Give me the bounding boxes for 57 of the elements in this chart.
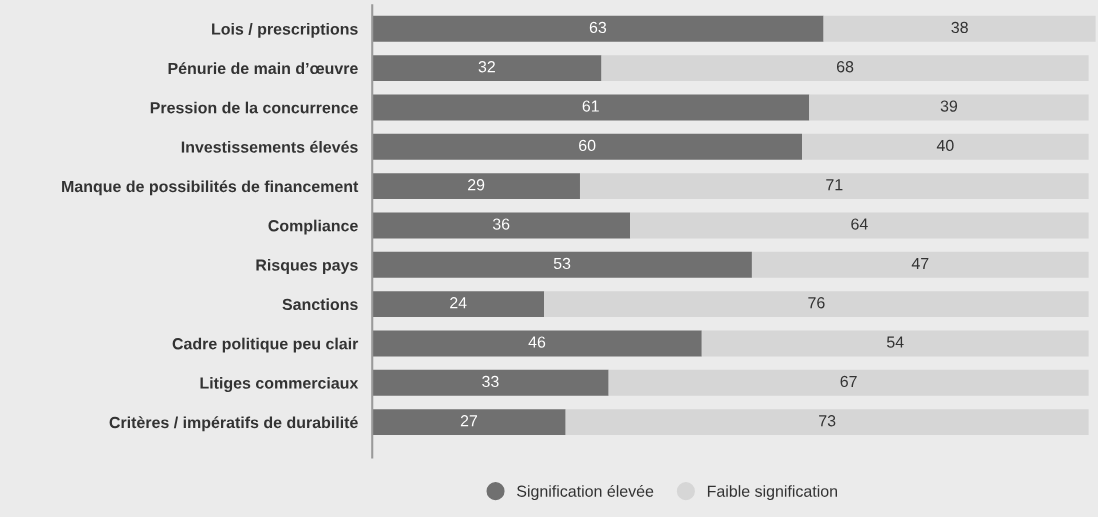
bar xyxy=(372,55,602,82)
data-label: 33 xyxy=(482,375,499,388)
y-tick-label: Pression de la concurrence xyxy=(150,101,358,114)
bar xyxy=(372,251,752,278)
y-tick-label: Critères / impératifs de durabilité xyxy=(109,416,358,432)
y-tick-label: Risques pays xyxy=(256,259,358,274)
bar xyxy=(372,94,810,121)
data-label: 63 xyxy=(589,21,607,34)
bar xyxy=(823,15,1096,42)
bar xyxy=(372,291,545,318)
bar xyxy=(372,133,803,160)
data-label: 46 xyxy=(528,336,546,348)
bar xyxy=(630,212,1089,239)
y-tick-label: Compliance xyxy=(268,219,358,235)
data-label: 29 xyxy=(468,179,485,191)
data-label: 76 xyxy=(808,297,825,309)
bar xyxy=(802,133,1089,160)
bar xyxy=(372,369,609,396)
data-label: 38 xyxy=(951,21,968,34)
data-label: 39 xyxy=(940,100,958,112)
bar xyxy=(372,212,631,239)
data-label: 73 xyxy=(819,415,836,427)
data-label: 67 xyxy=(840,375,857,388)
bar xyxy=(372,330,702,357)
y-tick-label: Lois / prescriptions xyxy=(212,22,358,38)
data-label: 53 xyxy=(553,257,571,270)
y-tick-label: Manque de possibilités de financement xyxy=(62,180,359,196)
data-label: 61 xyxy=(582,100,599,112)
legend-label: Signification élevée xyxy=(517,484,654,501)
bar xyxy=(565,409,1089,436)
y-tick-label: Pénurie de main d’œuvre xyxy=(168,62,358,75)
data-label: 40 xyxy=(936,139,954,152)
data-label: 64 xyxy=(851,218,868,230)
bar xyxy=(544,291,1089,318)
data-label: 54 xyxy=(886,336,904,348)
data-label: 32 xyxy=(478,61,495,73)
bar xyxy=(372,409,566,436)
y-tick-label: Litiges commerciaux xyxy=(200,377,359,392)
bar xyxy=(601,55,1089,82)
bar xyxy=(579,173,1089,200)
y-tick-label: Investissements élevés xyxy=(181,140,358,153)
y-tick-label: Cadre politique peu clair xyxy=(172,337,359,353)
data-label: 27 xyxy=(460,415,478,427)
data-label: 24 xyxy=(450,297,467,309)
bar xyxy=(809,94,1089,121)
data-label: 68 xyxy=(836,61,854,73)
y-tick-label: Sanctions xyxy=(282,298,358,311)
bar xyxy=(608,369,1089,396)
data-label: 47 xyxy=(911,257,929,269)
bar xyxy=(372,173,580,200)
bar xyxy=(372,15,824,42)
data-label: 60 xyxy=(579,139,596,152)
legend-label: Faible signification xyxy=(707,485,837,501)
bar xyxy=(751,251,1089,278)
data-label: 36 xyxy=(492,218,510,230)
data-label: 71 xyxy=(826,179,843,191)
bar xyxy=(701,330,1089,357)
